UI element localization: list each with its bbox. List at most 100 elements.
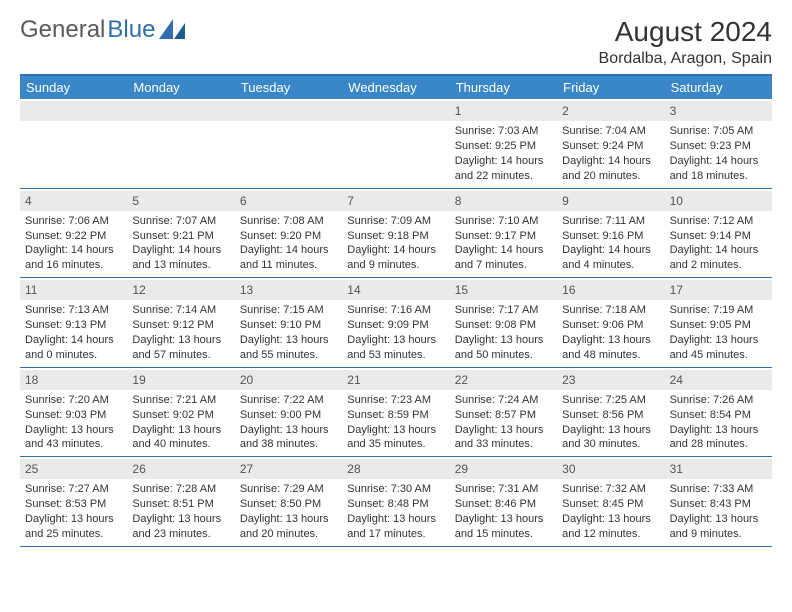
day-number: 13 <box>235 280 342 300</box>
daylight-text: Daylight: 13 hours and 40 minutes. <box>132 423 229 453</box>
daylight-text: Daylight: 13 hours and 43 minutes. <box>25 423 122 453</box>
sunset-text: Sunset: 8:51 PM <box>132 497 229 512</box>
daylight-text: Daylight: 13 hours and 35 minutes. <box>347 423 444 453</box>
daylight-text: Daylight: 13 hours and 50 minutes. <box>455 333 552 363</box>
sunset-text: Sunset: 9:08 PM <box>455 318 552 333</box>
weekday-label: Friday <box>557 76 664 99</box>
sunrise-text: Sunrise: 7:24 AM <box>455 393 552 408</box>
daylight-text: Daylight: 13 hours and 20 minutes. <box>240 512 337 542</box>
sunrise-text: Sunrise: 7:33 AM <box>670 482 767 497</box>
calendar-cell-blank <box>342 99 449 189</box>
sunrise-text: Sunrise: 7:21 AM <box>132 393 229 408</box>
weekday-label: Wednesday <box>342 76 449 99</box>
day-number: 20 <box>235 370 342 390</box>
calendar-cell: 18Sunrise: 7:20 AMSunset: 9:03 PMDayligh… <box>20 368 127 458</box>
day-number: 30 <box>557 459 664 479</box>
daylight-text: Daylight: 13 hours and 57 minutes. <box>132 333 229 363</box>
calendar-cell: 11Sunrise: 7:13 AMSunset: 9:13 PMDayligh… <box>20 278 127 368</box>
sunset-text: Sunset: 9:12 PM <box>132 318 229 333</box>
calendar-cell: 13Sunrise: 7:15 AMSunset: 9:10 PMDayligh… <box>235 278 342 368</box>
calendar-cell: 8Sunrise: 7:10 AMSunset: 9:17 PMDaylight… <box>450 189 557 279</box>
calendar-cell: 7Sunrise: 7:09 AMSunset: 9:18 PMDaylight… <box>342 189 449 279</box>
calendar-cell: 31Sunrise: 7:33 AMSunset: 8:43 PMDayligh… <box>665 457 772 547</box>
daylight-text: Daylight: 14 hours and 4 minutes. <box>562 243 659 273</box>
day-number: 31 <box>665 459 772 479</box>
sunrise-text: Sunrise: 7:05 AM <box>670 124 767 139</box>
calendar-cell: 20Sunrise: 7:22 AMSunset: 9:00 PMDayligh… <box>235 368 342 458</box>
day-number-blank <box>127 101 234 121</box>
day-number: 18 <box>20 370 127 390</box>
calendar-cell: 14Sunrise: 7:16 AMSunset: 9:09 PMDayligh… <box>342 278 449 368</box>
calendar-cell: 3Sunrise: 7:05 AMSunset: 9:23 PMDaylight… <box>665 99 772 189</box>
sunset-text: Sunset: 9:13 PM <box>25 318 122 333</box>
sunset-text: Sunset: 8:57 PM <box>455 408 552 423</box>
day-number: 14 <box>342 280 449 300</box>
daylight-text: Daylight: 13 hours and 9 minutes. <box>670 512 767 542</box>
weekday-label: Saturday <box>665 76 772 99</box>
daylight-text: Daylight: 13 hours and 15 minutes. <box>455 512 552 542</box>
sunset-text: Sunset: 9:09 PM <box>347 318 444 333</box>
sunset-text: Sunset: 9:06 PM <box>562 318 659 333</box>
day-number: 17 <box>665 280 772 300</box>
weekday-label: Thursday <box>450 76 557 99</box>
day-number: 10 <box>665 191 772 211</box>
sunrise-text: Sunrise: 7:09 AM <box>347 214 444 229</box>
sunset-text: Sunset: 8:54 PM <box>670 408 767 423</box>
sunrise-text: Sunrise: 7:04 AM <box>562 124 659 139</box>
calendar-cell: 19Sunrise: 7:21 AMSunset: 9:02 PMDayligh… <box>127 368 234 458</box>
sunset-text: Sunset: 8:59 PM <box>347 408 444 423</box>
sunrise-text: Sunrise: 7:08 AM <box>240 214 337 229</box>
location: Bordalba, Aragon, Spain <box>599 50 772 68</box>
sunset-text: Sunset: 9:22 PM <box>25 229 122 244</box>
daylight-text: Daylight: 14 hours and 18 minutes. <box>670 154 767 184</box>
calendar-cell: 16Sunrise: 7:18 AMSunset: 9:06 PMDayligh… <box>557 278 664 368</box>
daylight-text: Daylight: 14 hours and 7 minutes. <box>455 243 552 273</box>
day-number: 11 <box>20 280 127 300</box>
sunrise-text: Sunrise: 7:17 AM <box>455 303 552 318</box>
sunrise-text: Sunrise: 7:03 AM <box>455 124 552 139</box>
sunset-text: Sunset: 9:00 PM <box>240 408 337 423</box>
daylight-text: Daylight: 13 hours and 45 minutes. <box>670 333 767 363</box>
calendar-cell: 27Sunrise: 7:29 AMSunset: 8:50 PMDayligh… <box>235 457 342 547</box>
sunset-text: Sunset: 9:17 PM <box>455 229 552 244</box>
sunset-text: Sunset: 9:05 PM <box>670 318 767 333</box>
sunset-text: Sunset: 9:14 PM <box>670 229 767 244</box>
logo-word2: Blue <box>107 16 155 44</box>
calendar-cell: 29Sunrise: 7:31 AMSunset: 8:46 PMDayligh… <box>450 457 557 547</box>
sunrise-text: Sunrise: 7:31 AM <box>455 482 552 497</box>
logo: GeneralBlue <box>20 16 187 44</box>
sunrise-text: Sunrise: 7:10 AM <box>455 214 552 229</box>
calendar-cell: 9Sunrise: 7:11 AMSunset: 9:16 PMDaylight… <box>557 189 664 279</box>
day-number: 5 <box>127 191 234 211</box>
daylight-text: Daylight: 13 hours and 12 minutes. <box>562 512 659 542</box>
daylight-text: Daylight: 14 hours and 22 minutes. <box>455 154 552 184</box>
sunset-text: Sunset: 8:50 PM <box>240 497 337 512</box>
sunrise-text: Sunrise: 7:19 AM <box>670 303 767 318</box>
calendar-cell: 21Sunrise: 7:23 AMSunset: 8:59 PMDayligh… <box>342 368 449 458</box>
calendar: SundayMondayTuesdayWednesdayThursdayFrid… <box>20 74 772 547</box>
daylight-text: Daylight: 13 hours and 53 minutes. <box>347 333 444 363</box>
sunset-text: Sunset: 9:24 PM <box>562 139 659 154</box>
day-number: 6 <box>235 191 342 211</box>
calendar-cell: 25Sunrise: 7:27 AMSunset: 8:53 PMDayligh… <box>20 457 127 547</box>
weekday-label: Tuesday <box>235 76 342 99</box>
day-number-blank <box>342 101 449 121</box>
day-number: 4 <box>20 191 127 211</box>
sunset-text: Sunset: 9:21 PM <box>132 229 229 244</box>
sunrise-text: Sunrise: 7:30 AM <box>347 482 444 497</box>
day-number: 22 <box>450 370 557 390</box>
sunrise-text: Sunrise: 7:25 AM <box>562 393 659 408</box>
calendar-cell: 24Sunrise: 7:26 AMSunset: 8:54 PMDayligh… <box>665 368 772 458</box>
calendar-cell: 30Sunrise: 7:32 AMSunset: 8:45 PMDayligh… <box>557 457 664 547</box>
day-number: 21 <box>342 370 449 390</box>
logo-word1: General <box>20 16 105 44</box>
calendar-cell: 2Sunrise: 7:04 AMSunset: 9:24 PMDaylight… <box>557 99 664 189</box>
day-number: 25 <box>20 459 127 479</box>
calendar-cell: 22Sunrise: 7:24 AMSunset: 8:57 PMDayligh… <box>450 368 557 458</box>
title-block: August 2024 Bordalba, Aragon, Spain <box>599 16 772 68</box>
calendar-cell: 10Sunrise: 7:12 AMSunset: 9:14 PMDayligh… <box>665 189 772 279</box>
calendar-cell-blank <box>20 99 127 189</box>
sunset-text: Sunset: 8:56 PM <box>562 408 659 423</box>
calendar-cell-blank <box>127 99 234 189</box>
day-number: 3 <box>665 101 772 121</box>
